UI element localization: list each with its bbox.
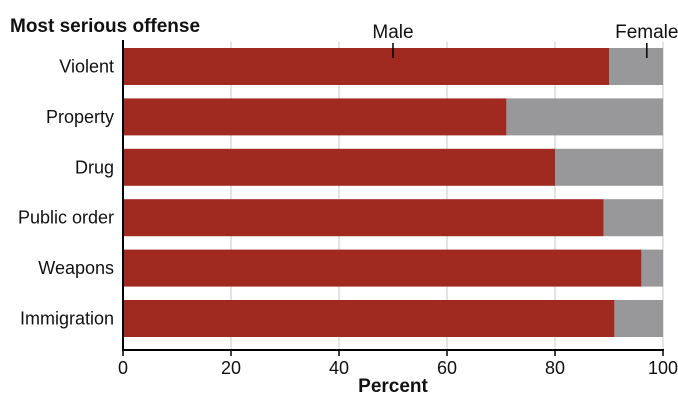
bar-male-violent	[123, 48, 609, 85]
category-label: Drug	[75, 157, 114, 177]
bar-male-weapons	[123, 249, 642, 287]
x-tick-label: 40	[329, 358, 349, 378]
bar-female-drug	[555, 148, 663, 186]
bar-male-property	[123, 98, 507, 136]
series-label-male: Male	[372, 22, 413, 43]
series-label-female: Female	[615, 22, 678, 43]
bar-female-violent	[609, 48, 663, 85]
category-label: Weapons	[38, 258, 114, 278]
x-axis-title: Percent	[358, 376, 428, 397]
bars	[123, 48, 663, 337]
bar-female-immigration	[614, 300, 663, 337]
bar-female-weapons	[641, 249, 663, 287]
x-tick-label: 20	[221, 358, 241, 378]
category-label: Public order	[18, 208, 114, 228]
bar-female-property	[506, 98, 663, 136]
x-tick-label: 0	[118, 358, 128, 378]
x-tick-label: 60	[437, 358, 457, 378]
x-tick-label: 80	[545, 358, 565, 378]
category-label: Violent	[59, 57, 114, 77]
x-tick-label: 100	[648, 358, 678, 378]
x-axis: 0 20 40 60 80 100	[118, 40, 678, 378]
bar-male-drug	[123, 148, 555, 186]
chart-title: Most serious offense	[10, 16, 200, 37]
bar-male-public-order	[123, 199, 604, 237]
category-label: Immigration	[20, 309, 114, 329]
category-label: Property	[46, 107, 114, 127]
series-labels: Male Female	[372, 22, 678, 58]
bar-male-immigration	[123, 300, 615, 337]
category-labels: Violent Property Drug Public order Weapons Im…	[18, 57, 114, 329]
bar-female-public-order	[603, 199, 663, 237]
